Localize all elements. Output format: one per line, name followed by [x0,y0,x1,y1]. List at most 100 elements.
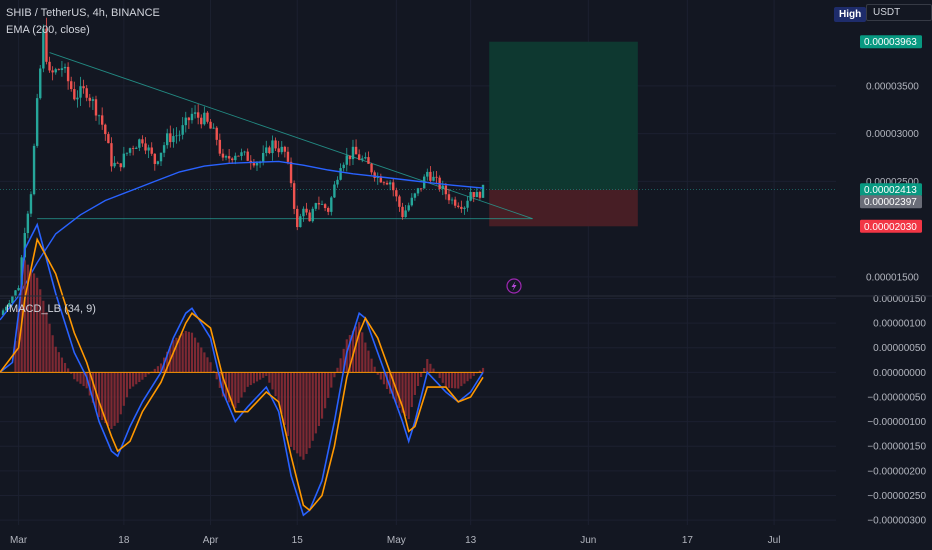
date-tick-label-1: 18 [118,535,130,546]
candle-body-120 [373,172,376,178]
price-pane[interactable] [0,17,836,321]
candle-body-52 [162,145,166,153]
histogram-bar-148 [457,372,460,389]
histogram-bar-15 [45,312,48,373]
candle-body-84 [261,152,265,163]
macd-tick-label-9: −0.00000300 [867,516,926,527]
histogram-bar-120 [370,358,373,373]
date-tick-label-4: May [387,535,406,546]
histogram-bar-6 [17,308,20,373]
histogram-bar-17 [51,335,54,373]
currency-selector[interactable]: USDT [866,4,932,21]
histogram-bar-146 [450,372,454,389]
symbol-title: SHIB / TetherUS, 4h, BINANCE [6,7,160,19]
candle-body-28 [88,97,91,101]
candle-body-100 [311,208,314,222]
histogram-bar-84 [258,372,262,380]
candle-body-14 [45,28,48,62]
candle-body-150 [466,200,469,208]
histogram-bar-81 [249,372,252,386]
histogram-bar-8 [23,260,26,373]
macd-legend: IMACD_LB (34, 9) [6,303,96,315]
histogram-bar-62 [190,332,194,373]
candle-body-45 [141,139,144,144]
histogram-bar-66 [203,352,206,373]
macd-pane[interactable] [0,222,485,517]
histogram-bar-153 [472,372,475,377]
candle-body-38 [119,163,122,168]
candle-body-111 [345,155,348,165]
histogram-bar-44 [135,372,138,385]
candle-body-103 [320,204,324,205]
candle-body-8 [26,213,30,234]
histogram-bar-80 [246,372,249,387]
candle-body-4 [14,290,17,297]
candle-body-75 [234,155,237,161]
candle-body-18 [57,69,61,71]
histogram-bar-152 [469,372,472,379]
candle-body-67 [209,121,212,129]
candle-body-22 [70,81,73,90]
candle-body-70 [218,139,222,154]
candle-body-117 [364,157,367,159]
stop-zone [489,189,638,227]
histogram-bar-12 [36,277,39,373]
candle-body-125 [388,182,392,185]
histogram-bar-47 [144,372,147,378]
candle-body-97 [302,208,305,217]
histogram-bar-61 [187,331,190,373]
candle-body-65 [203,112,206,125]
histogram-bar-147 [454,372,457,389]
macd-tick-label-4: −0.00000050 [867,392,926,403]
histogram-bar-59 [181,333,184,373]
price-tick-label-3: 0.00001500 [866,272,919,283]
candle-body-154 [478,192,482,198]
histogram-bar-82 [252,372,255,384]
histogram-bar-134 [413,372,417,395]
candle-body-41 [128,148,132,153]
histogram-bar-76 [234,372,237,409]
histogram-bar-101 [311,372,314,441]
candle-body-115 [357,154,361,160]
histogram-bar-54 [166,351,169,373]
target-zone [489,41,638,190]
candle-body-72 [224,156,228,158]
candle-body-152 [472,192,475,198]
histogram-bar-16 [48,323,51,373]
candle-body-60 [187,117,191,121]
histogram-bar-37 [113,372,116,426]
price-tag-bg-1 [860,183,922,197]
histogram-bar-155 [478,370,482,373]
candle-body-135 [419,188,423,190]
histogram-bar-105 [324,372,327,409]
histogram-bar-57 [175,337,178,373]
histogram-bar-131 [404,372,407,416]
candle-body-71 [221,153,225,158]
candle-body-91 [283,146,287,152]
histogram-bar-137 [423,368,426,373]
histogram-bar-85 [262,372,265,378]
candle-body-74 [231,158,234,161]
candle-body-131 [407,205,410,211]
high-button[interactable]: High [834,7,867,22]
candle-body-106 [330,197,333,212]
bolt-icon [511,281,517,291]
candle-body-88 [274,140,277,149]
candle-body-44 [138,139,141,148]
histogram-bar-30 [91,372,94,403]
candle-body-10 [32,145,36,195]
candle-body-9 [29,194,33,214]
candle-body-155 [481,184,485,198]
candle-body-39 [122,153,126,168]
candle-body-148 [460,206,463,209]
candle-body-95 [296,208,299,228]
candle-body-17 [54,69,57,73]
candle-body-40 [125,152,129,154]
histogram-bar-70 [215,372,218,380]
histogram-bar-11 [32,273,36,373]
histogram-bar-68 [209,362,212,373]
date-tick-label-2: Apr [203,535,219,546]
histogram-bar-20 [60,357,64,373]
macd-line [0,222,484,517]
